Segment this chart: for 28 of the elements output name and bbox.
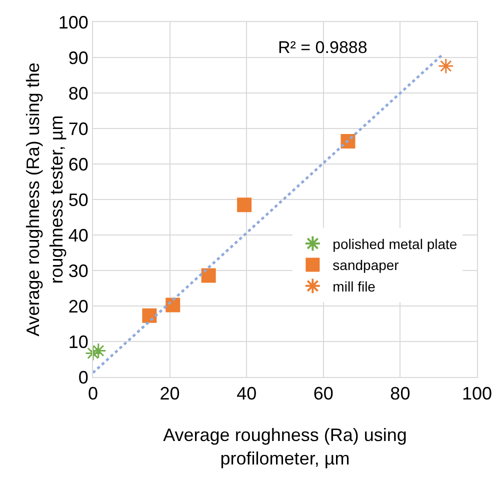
x-axis-title: Average roughness (Ra) using profilometer, µm bbox=[163, 425, 407, 468]
y-axis-title: Average roughness (Ra) using the roughness tester, µm bbox=[22, 62, 66, 336]
point bbox=[438, 58, 454, 74]
y-tick-label: 50 bbox=[68, 190, 88, 210]
y-tick-label: 10 bbox=[68, 332, 88, 352]
x-tick-label: 40 bbox=[236, 384, 257, 404]
x-tick-label: 100 bbox=[462, 384, 492, 404]
y-tick-label: 60 bbox=[68, 154, 88, 174]
x-tick-label: 80 bbox=[390, 384, 410, 404]
point bbox=[201, 268, 216, 283]
y-tick-label: 0 bbox=[78, 367, 88, 388]
point bbox=[90, 342, 106, 359]
y-tick-label: 40 bbox=[68, 225, 88, 246]
y-tick-label: 70 bbox=[68, 118, 88, 139]
y-tick-label: 80 bbox=[68, 83, 88, 104]
y-tick-label: 30 bbox=[68, 260, 88, 281]
legend-label: mill file bbox=[332, 278, 376, 294]
y-tick-label: 90 bbox=[68, 48, 88, 68]
point bbox=[142, 308, 157, 323]
y-tick-label: 100 bbox=[58, 12, 88, 32]
point bbox=[237, 198, 252, 212]
x-tick-label: 60 bbox=[313, 384, 334, 404]
point bbox=[166, 298, 180, 312]
annotation: R² = 0.9888 bbox=[278, 38, 368, 57]
legend-label: polished metal plate bbox=[332, 236, 458, 252]
y-tick-label: 20 bbox=[68, 296, 88, 316]
legend-label: sandpaper bbox=[332, 257, 400, 274]
x-tick-label: 20 bbox=[160, 384, 180, 404]
